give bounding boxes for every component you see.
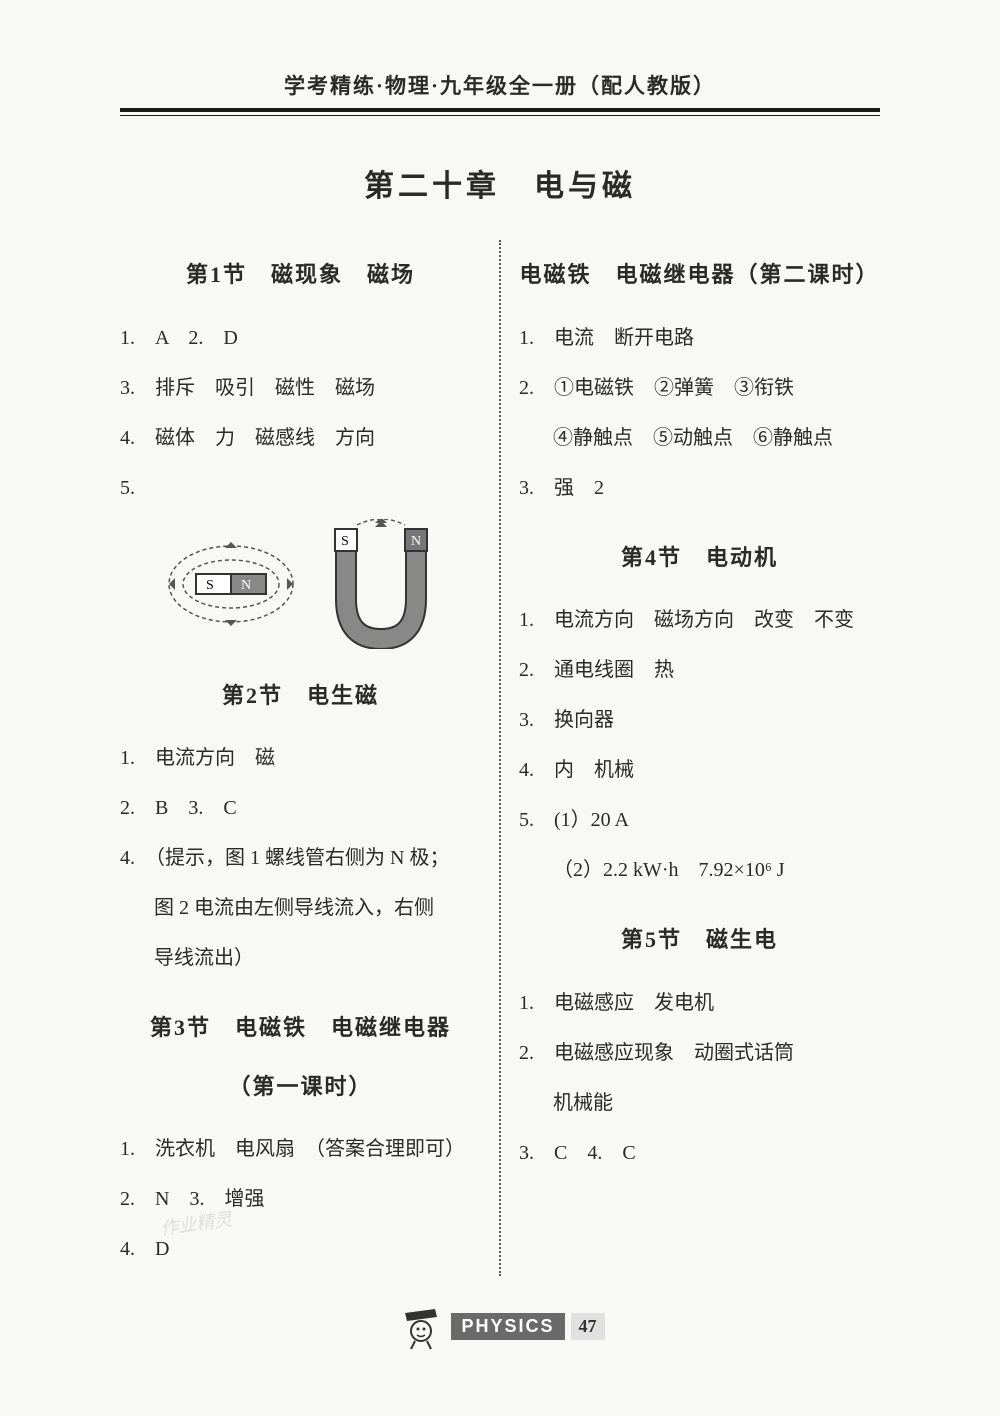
left-column: 第1节 磁现象 磁场 1. A 2. D 3. 排斥 吸引 磁性 磁场 4. 磁… [120, 240, 499, 1276]
page: 学考精练·物理·九年级全一册（配人教版） 第二十章 电与磁 第1节 磁现象 磁场… [0, 0, 1000, 1316]
header-rule [120, 108, 880, 116]
s5-answer-1: 1. 电磁感应 发电机 [519, 980, 880, 1026]
s2-answer-1: 1. 电流方向 磁 [120, 735, 481, 781]
section-3b-title: 电磁铁 电磁继电器（第二课时） [519, 250, 880, 301]
book-header-title: 学考精练·物理·九年级全一册（配人教版） [120, 70, 880, 108]
s1-answer-5: 5. [120, 465, 481, 511]
bar-s-label: S [206, 578, 214, 593]
section-3-title-b: （第一课时） [120, 1062, 481, 1113]
s5-answer-2a: 2. 电磁感应现象 动圈式话筒 [519, 1030, 880, 1076]
bar-magnet-icon: S N [161, 534, 301, 634]
s2-answer-4a: 4. （提示，图 1 螺线管右侧为 N 极； [120, 835, 481, 881]
s2-answer-4b: 图 2 电流由左侧导线流入，右侧 [120, 885, 481, 931]
s5-answer-3: 3. C 4. C [519, 1130, 880, 1176]
footer-physics-label: PHYSICS [451, 1313, 564, 1340]
horseshoe-n-label: N [411, 534, 421, 549]
s4-answer-5b: （2）2.2 kW·h 7.92×10⁶ J [519, 847, 880, 893]
chapter-title: 第二十章 电与磁 [120, 161, 880, 205]
mascot-icon [395, 1301, 445, 1351]
s1-answer-3: 3. 排斥 吸引 磁性 磁场 [120, 365, 481, 411]
s2-answer-4c: 导线流出） [120, 935, 481, 981]
section-3-title-a: 第3节 电磁铁 电磁继电器 [120, 1003, 481, 1054]
s3-answer-1: 1. 洗衣机 电风扇 （答案合理即可） [120, 1126, 481, 1172]
s3b-answer-3: 3. 强 2 [519, 465, 880, 511]
footer-badge: PHYSICS 47 [395, 1301, 604, 1351]
section-4-title: 第4节 电动机 [519, 533, 880, 584]
section-2-title: 第2节 电生磁 [120, 671, 481, 722]
s3b-answer-2a: 2. ①电磁铁 ②弹簧 ③衔铁 [519, 365, 880, 411]
content-columns: 第1节 磁现象 磁场 1. A 2. D 3. 排斥 吸引 磁性 磁场 4. 磁… [120, 240, 880, 1276]
s2-answer-2: 2. B 3. C [120, 785, 481, 831]
s5-answer-2b: 机械能 [519, 1080, 880, 1126]
s4-answer-5a: 5. (1）20 A [519, 797, 880, 843]
footer: PHYSICS 47 [0, 1301, 1000, 1356]
right-column: 电磁铁 电磁继电器（第二课时） 1. 电流 断开电路 2. ①电磁铁 ②弹簧 ③… [499, 240, 880, 1276]
s4-answer-4: 4. 内 机械 [519, 747, 880, 793]
footer-page-number: 47 [571, 1313, 605, 1340]
horseshoe-magnet-icon: S N [321, 519, 441, 649]
s4-answer-1: 1. 电流方向 磁场方向 改变 不变 [519, 597, 880, 643]
s4-answer-3: 3. 换向器 [519, 697, 880, 743]
s1-answer-4: 4. 磁体 力 磁感线 方向 [120, 415, 481, 461]
s4-answer-2: 2. 通电线圈 热 [519, 647, 880, 693]
section-5-title: 第5节 磁生电 [519, 915, 880, 966]
bar-n-label: N [241, 578, 251, 593]
s3b-answer-2b: ④静触点 ⑤动触点 ⑥静触点 [519, 415, 880, 461]
section-1-title: 第1节 磁现象 磁场 [120, 250, 481, 301]
s1-answer-1: 1. A 2. D [120, 315, 481, 361]
magnet-figure: S N S N [120, 519, 481, 649]
horseshoe-s-label: S [341, 534, 349, 549]
s3b-answer-1: 1. 电流 断开电路 [519, 315, 880, 361]
